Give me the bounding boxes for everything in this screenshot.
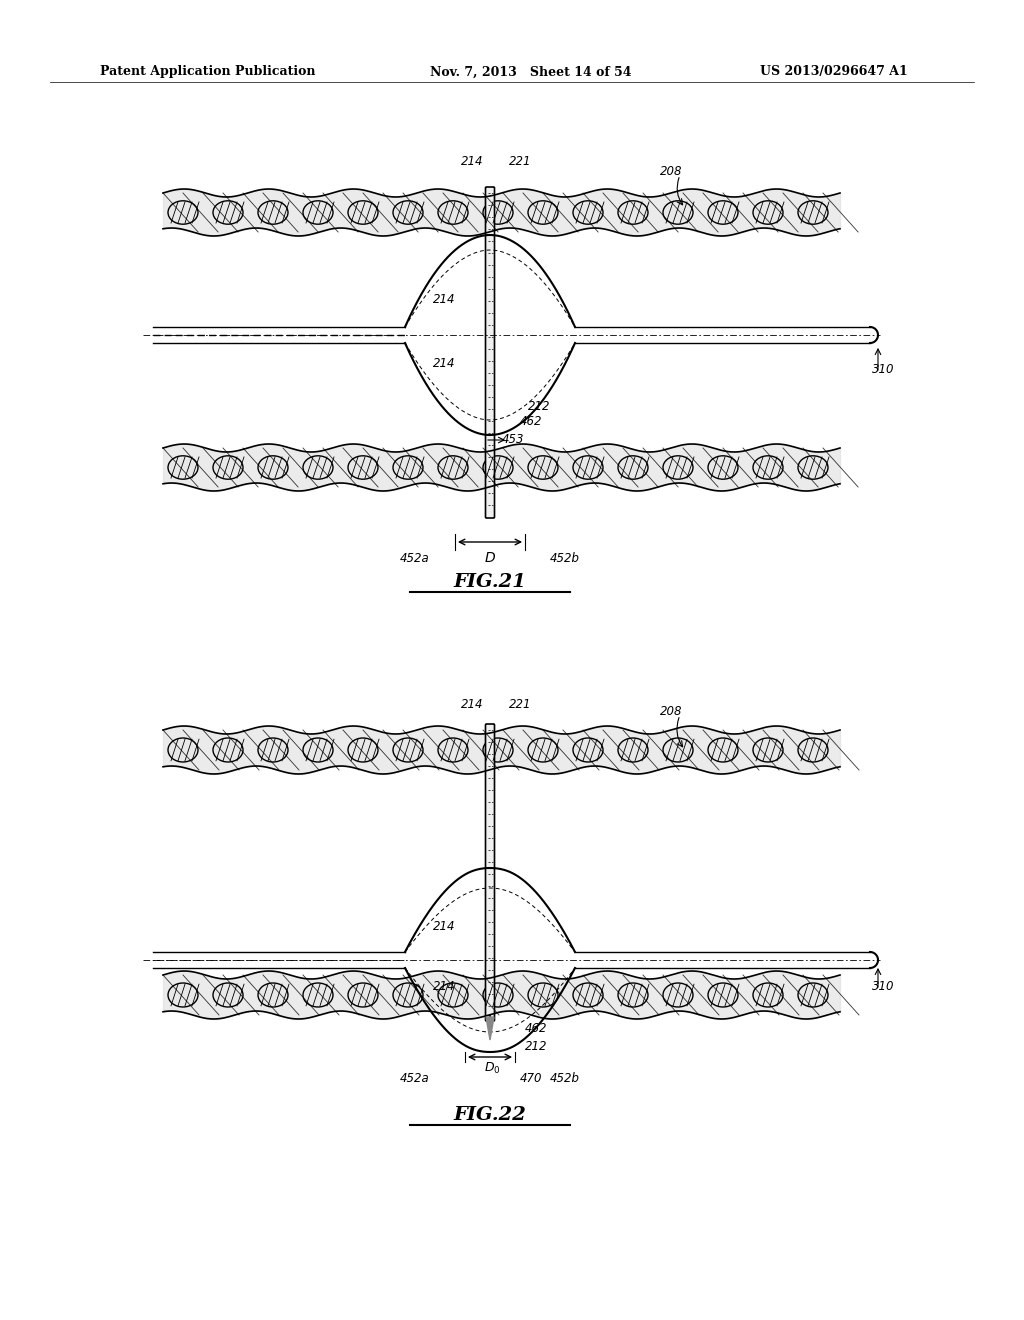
Ellipse shape [753,738,783,762]
Ellipse shape [708,455,738,479]
Ellipse shape [348,455,378,479]
Ellipse shape [393,455,423,479]
Ellipse shape [168,738,198,762]
Ellipse shape [438,455,468,479]
Text: FIG.22: FIG.22 [454,1106,526,1125]
Ellipse shape [528,201,558,224]
Ellipse shape [258,983,288,1007]
Text: 221: 221 [509,698,531,711]
Polygon shape [486,1016,494,1040]
Ellipse shape [618,738,648,762]
Ellipse shape [168,455,198,479]
Ellipse shape [483,201,513,224]
Ellipse shape [798,738,828,762]
Ellipse shape [483,738,513,762]
Text: 452a: 452a [400,552,430,565]
Ellipse shape [753,201,783,224]
Text: $D_0$: $D_0$ [483,1061,501,1076]
FancyBboxPatch shape [485,723,495,1020]
Ellipse shape [438,983,468,1007]
Ellipse shape [393,201,423,224]
Ellipse shape [663,455,693,479]
Ellipse shape [708,983,738,1007]
Ellipse shape [663,738,693,762]
Ellipse shape [213,983,243,1007]
Text: 214: 214 [432,356,455,370]
Ellipse shape [573,983,603,1007]
Ellipse shape [573,201,603,224]
Ellipse shape [303,738,333,762]
Text: US 2013/0296647 A1: US 2013/0296647 A1 [760,66,907,78]
Ellipse shape [213,201,243,224]
Text: $D$: $D$ [484,550,496,565]
Ellipse shape [663,201,693,224]
Text: 470: 470 [520,1072,543,1085]
Text: 208: 208 [660,705,683,718]
Text: 310: 310 [872,363,895,376]
Ellipse shape [348,201,378,224]
Ellipse shape [798,201,828,224]
Ellipse shape [393,738,423,762]
Text: 452a: 452a [400,1072,430,1085]
Ellipse shape [798,455,828,479]
Text: Patent Application Publication: Patent Application Publication [100,66,315,78]
Ellipse shape [618,983,648,1007]
Text: 214: 214 [432,293,455,306]
Text: 214: 214 [461,698,483,711]
Ellipse shape [168,201,198,224]
Text: 310: 310 [872,979,895,993]
Text: 212: 212 [525,1040,548,1053]
Text: 462: 462 [525,1022,548,1035]
Ellipse shape [528,983,558,1007]
Ellipse shape [663,983,693,1007]
Ellipse shape [393,983,423,1007]
Ellipse shape [303,455,333,479]
Ellipse shape [618,455,648,479]
Ellipse shape [438,738,468,762]
Ellipse shape [528,738,558,762]
Ellipse shape [213,738,243,762]
Ellipse shape [348,738,378,762]
Ellipse shape [258,201,288,224]
Ellipse shape [753,983,783,1007]
Ellipse shape [573,455,603,479]
Text: 208: 208 [660,165,683,178]
Text: FIG.21: FIG.21 [454,573,526,591]
FancyBboxPatch shape [485,187,495,517]
Text: 452b: 452b [550,552,580,565]
Text: 221: 221 [509,154,531,168]
Ellipse shape [708,201,738,224]
Ellipse shape [753,455,783,479]
Ellipse shape [798,983,828,1007]
Ellipse shape [258,455,288,479]
Text: 462: 462 [520,414,543,428]
Ellipse shape [258,738,288,762]
Text: 214: 214 [432,920,455,933]
Text: 453: 453 [502,433,524,446]
Text: 212: 212 [528,400,551,413]
Text: 214: 214 [432,979,455,993]
Text: 452b: 452b [550,1072,580,1085]
Ellipse shape [528,455,558,479]
Text: 214: 214 [461,154,483,168]
Ellipse shape [213,455,243,479]
Ellipse shape [708,738,738,762]
Ellipse shape [618,201,648,224]
Ellipse shape [303,983,333,1007]
Ellipse shape [168,983,198,1007]
Ellipse shape [438,201,468,224]
Text: Nov. 7, 2013   Sheet 14 of 54: Nov. 7, 2013 Sheet 14 of 54 [430,66,632,78]
Ellipse shape [573,738,603,762]
Ellipse shape [348,983,378,1007]
Ellipse shape [483,983,513,1007]
Ellipse shape [303,201,333,224]
Ellipse shape [483,455,513,479]
